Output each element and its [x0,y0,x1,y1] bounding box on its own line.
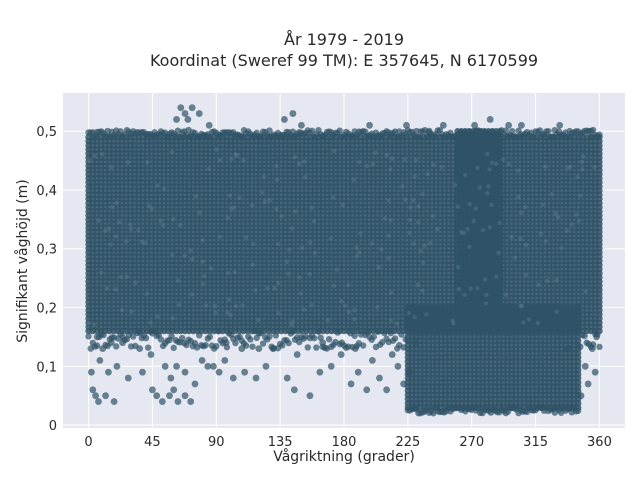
chart-title-line1: År 1979 - 2019 [284,30,404,49]
data-points [85,104,603,417]
chart-title-line2: Koordinat (Sweref 99 TM): E 357645, N 61… [150,51,538,70]
